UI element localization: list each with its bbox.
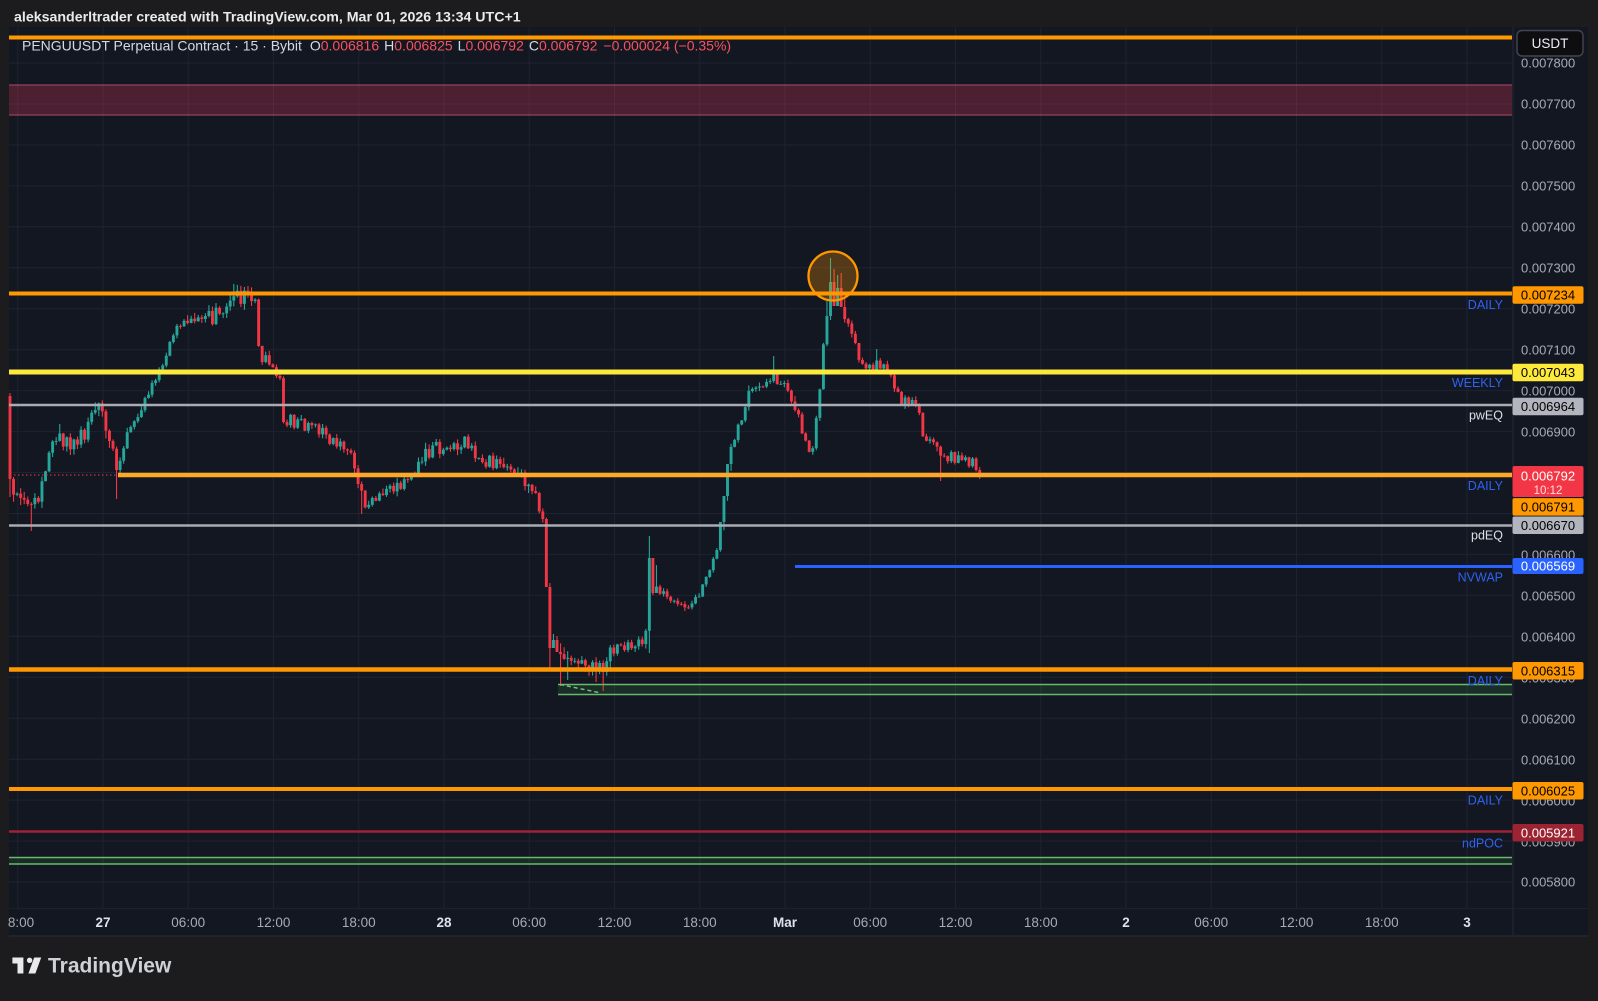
svg-text:0.007400: 0.007400 — [1521, 220, 1575, 235]
svg-text:TradingView: TradingView — [48, 955, 172, 978]
svg-text:0.005921: 0.005921 — [1521, 825, 1575, 840]
svg-text:06:00: 06:00 — [853, 915, 887, 930]
svg-text:18:00: 18:00 — [1365, 915, 1399, 930]
svg-text:0.007800: 0.007800 — [1521, 56, 1575, 71]
svg-text:12:00: 12:00 — [1280, 915, 1314, 930]
svg-text:NVWAP: NVWAP — [1458, 571, 1503, 585]
svg-text:0.007234: 0.007234 — [1521, 288, 1575, 303]
svg-text:0.006964: 0.006964 — [1521, 399, 1575, 414]
svg-text:12:00: 12:00 — [598, 915, 632, 930]
svg-text:0.006025: 0.006025 — [1521, 783, 1575, 798]
svg-text:0.006791: 0.006791 — [1521, 499, 1575, 514]
svg-text:12:00: 12:00 — [257, 915, 291, 930]
svg-text:0.007000: 0.007000 — [1521, 384, 1575, 399]
svg-text:2: 2 — [1122, 915, 1130, 930]
svg-text:WEEKLY: WEEKLY — [1452, 376, 1504, 390]
svg-text:0.005800: 0.005800 — [1521, 875, 1575, 890]
svg-text:Mar: Mar — [773, 915, 798, 930]
svg-text:3: 3 — [1463, 915, 1471, 930]
svg-text:0.007100: 0.007100 — [1521, 343, 1575, 358]
svg-text:0.006200: 0.006200 — [1521, 712, 1575, 727]
svg-text:12:00: 12:00 — [939, 915, 973, 930]
svg-text:18:00: 18:00 — [683, 915, 717, 930]
svg-text:0.007200: 0.007200 — [1521, 302, 1575, 317]
svg-text:PENGUUSDT Perpetual Contract ·: PENGUUSDT Perpetual Contract · 15 · Bybi… — [22, 38, 731, 54]
svg-text:aleksanderltrader created with: aleksanderltrader created with TradingVi… — [14, 10, 521, 26]
svg-text:pdEQ: pdEQ — [1471, 529, 1503, 543]
svg-text:0.006500: 0.006500 — [1521, 589, 1575, 604]
svg-text:USDT: USDT — [1532, 36, 1569, 51]
svg-text:DAILY: DAILY — [1468, 479, 1504, 493]
svg-text:0.007300: 0.007300 — [1521, 261, 1575, 276]
svg-text:0.007500: 0.007500 — [1521, 179, 1575, 194]
svg-text:18:00: 18:00 — [342, 915, 376, 930]
svg-text:28: 28 — [436, 915, 452, 930]
svg-text:06:00: 06:00 — [1194, 915, 1228, 930]
svg-text:0.006792: 0.006792 — [1521, 469, 1575, 484]
svg-text:0.006315: 0.006315 — [1521, 663, 1575, 678]
svg-text:0.006569: 0.006569 — [1521, 559, 1575, 574]
svg-text:0.007600: 0.007600 — [1521, 138, 1575, 153]
svg-text:ndPOC: ndPOC — [1462, 837, 1503, 851]
svg-text:06:00: 06:00 — [512, 915, 546, 930]
svg-text:18:00: 18:00 — [1024, 915, 1058, 930]
svg-text:0.007700: 0.007700 — [1521, 97, 1575, 112]
svg-text:06:00: 06:00 — [171, 915, 205, 930]
svg-text:27: 27 — [95, 915, 110, 930]
svg-text:8:00: 8:00 — [8, 915, 34, 930]
svg-text:DAILY: DAILY — [1468, 794, 1504, 808]
svg-text:10:12: 10:12 — [1534, 485, 1563, 497]
svg-text:pwEQ: pwEQ — [1469, 409, 1503, 423]
svg-text:0.006670: 0.006670 — [1521, 518, 1575, 533]
svg-text:0.006100: 0.006100 — [1521, 753, 1575, 768]
svg-text:0.006900: 0.006900 — [1521, 425, 1575, 440]
svg-text:0.007043: 0.007043 — [1521, 365, 1575, 380]
svg-text:0.006400: 0.006400 — [1521, 630, 1575, 645]
svg-text:DAILY: DAILY — [1468, 674, 1504, 688]
svg-text:DAILY: DAILY — [1468, 298, 1504, 312]
